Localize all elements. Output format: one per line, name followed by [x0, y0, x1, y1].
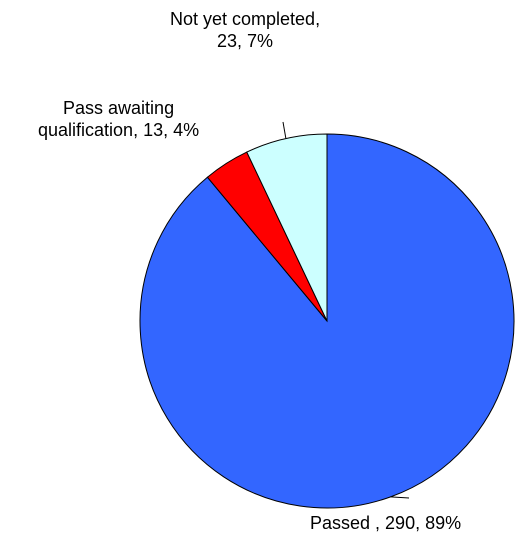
slice-label-pass-awaiting-qualification: Pass awaiting qualification, 13, 4%	[38, 97, 199, 141]
leader-line-not-yet-completed	[282, 121, 287, 139]
slice-label-not-yet-completed-line-1: Not yet completed,	[170, 9, 321, 29]
pie-slice-not-yet-completed	[246, 133, 328, 322]
slice-label-not-yet-completed: Not yet completed, 23, 7%	[170, 8, 320, 52]
leader-line-passed	[390, 496, 410, 499]
slice-label-not-yet-completed-line-2: 23, 7%	[217, 31, 274, 51]
slice-label-pass-awaiting-line-1: Pass awaiting	[63, 98, 175, 118]
slice-label-pass-awaiting-line-2: qualification, 13, 4%	[38, 120, 200, 140]
slice-label-passed-line-1: Passed , 290, 89%	[310, 513, 462, 533]
slice-label-passed: Passed , 290, 89%	[310, 512, 461, 534]
